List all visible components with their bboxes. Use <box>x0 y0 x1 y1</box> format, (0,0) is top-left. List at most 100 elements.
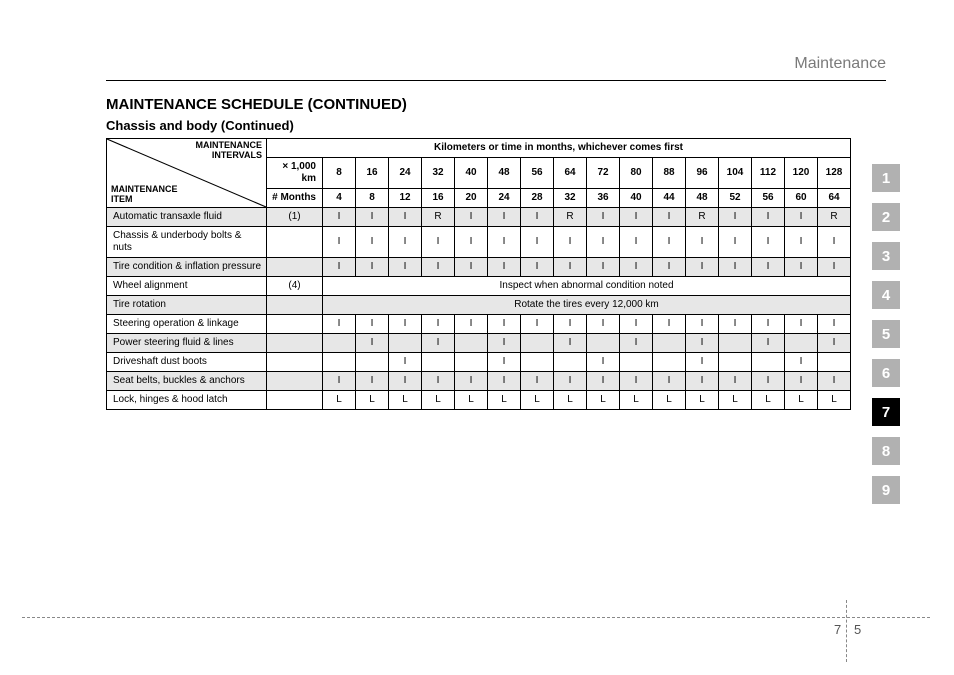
side-tabs: 1 2 3 4 5 6 7 8 9 <box>872 164 900 515</box>
value-cell: L <box>323 391 356 410</box>
value-cell: I <box>488 372 521 391</box>
table-row: Driveshaft dust bootsIIIII <box>107 353 851 372</box>
value-cell: I <box>455 315 488 334</box>
value-cell: I <box>686 315 719 334</box>
value-cell: I <box>785 353 818 372</box>
months-col-15: 64 <box>818 189 851 208</box>
value-cell: L <box>686 391 719 410</box>
value-cell <box>752 353 785 372</box>
value-cell: I <box>389 258 422 277</box>
value-cell: I <box>752 315 785 334</box>
value-cell: I <box>818 258 851 277</box>
value-cell: I <box>389 353 422 372</box>
km-col-11: 96 <box>686 158 719 189</box>
value-cell: I <box>323 258 356 277</box>
span-cell: Inspect when abnormal condition noted <box>323 277 851 296</box>
value-cell: I <box>818 227 851 258</box>
table-row: Tire condition & inflation pressureIIIII… <box>107 258 851 277</box>
note-cell <box>267 315 323 334</box>
section-tab-8[interactable]: 8 <box>872 437 900 465</box>
item-cell: Driveshaft dust boots <box>107 353 267 372</box>
months-col-11: 48 <box>686 189 719 208</box>
value-cell: L <box>422 391 455 410</box>
value-cell: L <box>818 391 851 410</box>
section-tab-3[interactable]: 3 <box>872 242 900 270</box>
value-cell: I <box>587 208 620 227</box>
value-cell: I <box>620 334 653 353</box>
value-cell: I <box>554 334 587 353</box>
value-cell: I <box>356 372 389 391</box>
value-cell: I <box>620 208 653 227</box>
value-cell <box>323 334 356 353</box>
section-tab-5[interactable]: 5 <box>872 320 900 348</box>
value-cell: I <box>356 334 389 353</box>
page-subtitle: Chassis and body (Continued) <box>106 118 294 133</box>
value-cell: I <box>455 372 488 391</box>
value-cell <box>389 334 422 353</box>
value-cell: I <box>323 208 356 227</box>
value-cell: I <box>620 372 653 391</box>
value-cell: I <box>389 208 422 227</box>
note-cell <box>267 258 323 277</box>
section-tab-7[interactable]: 7 <box>872 398 900 426</box>
value-cell: I <box>785 208 818 227</box>
section-tab-6[interactable]: 6 <box>872 359 900 387</box>
page-title: MAINTENANCE SCHEDULE (CONTINUED) <box>106 96 407 113</box>
km-col-4: 40 <box>455 158 488 189</box>
value-cell: L <box>653 391 686 410</box>
value-cell: I <box>653 258 686 277</box>
value-cell <box>455 353 488 372</box>
months-col-14: 60 <box>785 189 818 208</box>
table-row: Chassis & underbody bolts & nutsIIIIIIII… <box>107 227 851 258</box>
value-cell: I <box>455 258 488 277</box>
km-col-8: 72 <box>587 158 620 189</box>
table-row: Wheel alignment(4)Inspect when abnormal … <box>107 277 851 296</box>
value-cell: I <box>686 334 719 353</box>
value-cell <box>653 353 686 372</box>
value-cell: I <box>686 258 719 277</box>
note-cell: (1) <box>267 208 323 227</box>
value-cell: I <box>356 258 389 277</box>
section-tab-9[interactable]: 9 <box>872 476 900 504</box>
value-cell: I <box>554 258 587 277</box>
months-col-2: 12 <box>389 189 422 208</box>
value-cell: R <box>818 208 851 227</box>
value-cell: I <box>521 258 554 277</box>
months-col-0: 4 <box>323 189 356 208</box>
months-col-13: 56 <box>752 189 785 208</box>
value-cell: I <box>653 372 686 391</box>
value-cell: I <box>587 315 620 334</box>
value-cell: I <box>488 315 521 334</box>
group-header: Kilometers or time in months, whichever … <box>267 139 851 158</box>
km-col-9: 80 <box>620 158 653 189</box>
value-cell: L <box>554 391 587 410</box>
value-cell: I <box>356 227 389 258</box>
section-tab-4[interactable]: 4 <box>872 281 900 309</box>
value-cell: I <box>620 315 653 334</box>
months-col-1: 8 <box>356 189 389 208</box>
item-cell: Tire rotation <box>107 296 267 315</box>
value-cell <box>422 353 455 372</box>
value-cell: I <box>686 227 719 258</box>
value-cell: I <box>719 258 752 277</box>
km-col-13: 112 <box>752 158 785 189</box>
value-cell: I <box>389 315 422 334</box>
km-col-0: 8 <box>323 158 356 189</box>
months-col-4: 20 <box>455 189 488 208</box>
note-cell <box>267 372 323 391</box>
page: Maintenance MAINTENANCE SCHEDULE (CONTIN… <box>0 0 954 675</box>
value-cell: I <box>554 227 587 258</box>
note-cell <box>267 353 323 372</box>
value-cell: L <box>587 391 620 410</box>
value-cell: I <box>653 227 686 258</box>
months-col-10: 44 <box>653 189 686 208</box>
item-cell: Wheel alignment <box>107 277 267 296</box>
value-cell: L <box>455 391 488 410</box>
value-cell: I <box>620 258 653 277</box>
maintenance-table-wrap: MAINTENANCEINTERVALSMAINTENANCEITEMKilom… <box>106 138 848 410</box>
section-tab-2[interactable]: 2 <box>872 203 900 231</box>
months-col-8: 36 <box>587 189 620 208</box>
value-cell: I <box>422 315 455 334</box>
section-tab-1[interactable]: 1 <box>872 164 900 192</box>
km-col-14: 120 <box>785 158 818 189</box>
